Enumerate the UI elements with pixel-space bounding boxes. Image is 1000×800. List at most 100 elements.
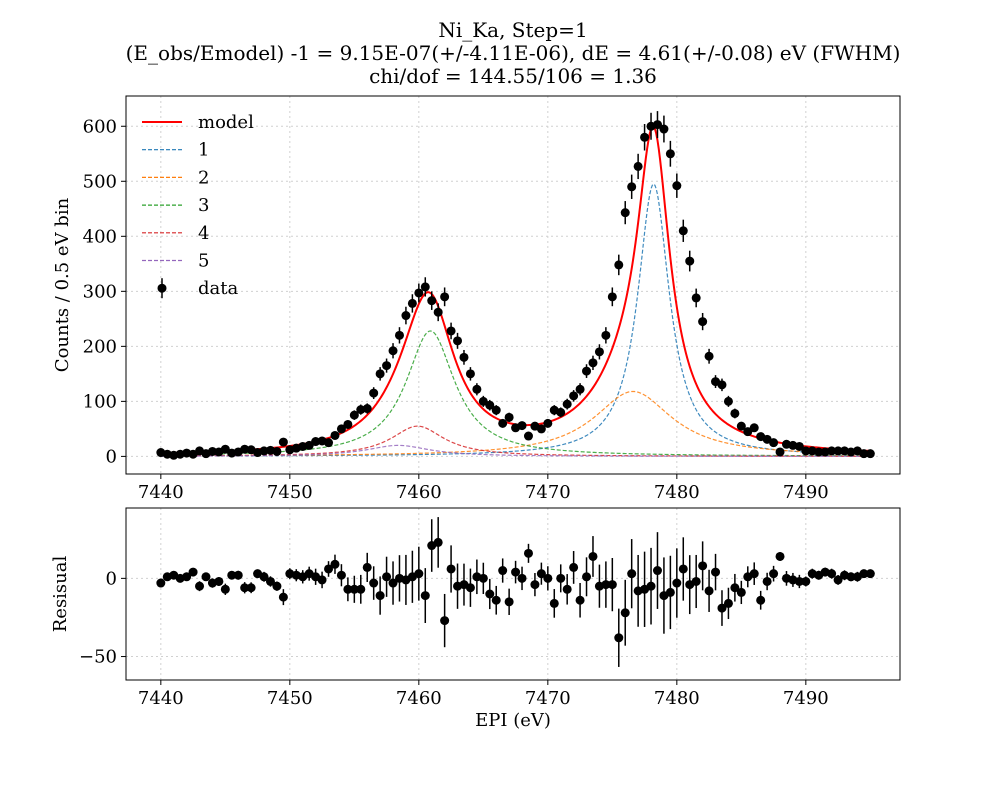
residual-point [388, 578, 398, 588]
residual-point [485, 589, 495, 599]
residual-x-ticks: 7440 7450 7460 7470 7480 7490 [138, 680, 829, 709]
residual-point [188, 567, 198, 577]
data-point [704, 351, 714, 361]
residual-point [259, 572, 269, 582]
chart-title: Ni_Ka, Step=1(E_obs/Emodel) -1 = 9.15E-0… [126, 18, 901, 88]
residual-point [536, 569, 546, 579]
residual-point [549, 598, 559, 608]
residual-y-axis-label: Resisual [50, 556, 71, 633]
residual-point [756, 595, 766, 605]
data-point [420, 282, 430, 292]
residual-point [272, 581, 282, 591]
residual-point [717, 603, 727, 613]
data-point [814, 447, 824, 457]
data-point [730, 408, 740, 418]
legend-label: 1 [198, 140, 209, 161]
residual-point [517, 573, 527, 583]
data-point [678, 226, 688, 236]
component-2-line [160, 390, 871, 457]
residual-point [730, 583, 740, 593]
data-point [801, 446, 811, 456]
residual-point [691, 576, 701, 586]
main-x-ticks: 7440 7450 7460 7470 7480 7490 [138, 474, 829, 503]
residual-point [491, 595, 501, 605]
data-point [259, 446, 269, 456]
residual-x-tick-label: 7480 [654, 688, 700, 709]
residual-point [652, 566, 662, 576]
component-3-line [160, 330, 871, 457]
residual-point [343, 584, 353, 594]
data-point [833, 446, 843, 456]
data-point [414, 288, 424, 298]
data-point [865, 449, 875, 459]
residual-point [575, 595, 585, 605]
data-point [498, 418, 508, 428]
residual-point [440, 616, 450, 626]
main-y-tick-label: 600 [83, 116, 117, 137]
residual-point [833, 575, 843, 585]
residual-point [614, 633, 624, 643]
residual-point [362, 562, 372, 572]
residual-point [530, 580, 540, 590]
data-point [369, 388, 379, 398]
residual-point [665, 587, 675, 597]
data-point [343, 419, 353, 429]
data-point [749, 423, 759, 433]
data-point [517, 421, 527, 431]
data-point [717, 380, 727, 390]
data-point [652, 120, 662, 130]
data-point [601, 330, 611, 340]
residual-x-axis-label: EPI (eV) [475, 710, 551, 731]
residual-point [736, 587, 746, 597]
main-x-tick-label: 7440 [138, 482, 184, 503]
residual-point [846, 572, 856, 582]
residual-point [543, 573, 553, 583]
residual-point [646, 581, 656, 591]
residual-point [801, 576, 811, 586]
residual-point [233, 570, 243, 580]
residual-x-tick-label: 7440 [138, 688, 184, 709]
data-point [427, 296, 437, 306]
residual-point [446, 564, 456, 574]
data-point [582, 366, 592, 376]
main-y-ticks: 0 100 200 300 400 500 600 [83, 116, 126, 467]
main-y-tick-label: 300 [83, 281, 117, 302]
legend-label: 2 [198, 167, 209, 188]
residual-point [278, 592, 288, 602]
residual-point [588, 551, 598, 561]
data-point [827, 446, 837, 456]
data-point [659, 124, 669, 134]
residual-point [523, 548, 533, 558]
main-y-tick-label: 100 [83, 391, 117, 412]
data-point [207, 446, 217, 456]
data-point [375, 369, 385, 379]
data-point [362, 404, 372, 414]
data-point [769, 438, 779, 448]
residual-point [369, 578, 379, 588]
residual-point [227, 570, 237, 580]
residual-point [762, 576, 772, 586]
data-point [614, 260, 624, 270]
data-point [672, 181, 682, 191]
main-y-tick-label: 400 [83, 226, 117, 247]
data-point [324, 438, 334, 448]
residual-point [511, 567, 521, 577]
residual-point [678, 564, 688, 574]
data-point [446, 326, 456, 336]
data-point [336, 424, 346, 434]
residual-point [627, 569, 637, 579]
data-point [272, 446, 282, 456]
residual-x-tick-label: 7490 [783, 688, 829, 709]
data-point [330, 430, 340, 440]
main-x-tick-label: 7480 [654, 482, 700, 503]
data-point [394, 330, 404, 340]
residual-point [156, 578, 166, 588]
residual-point [336, 570, 346, 580]
legend-data-swatch [157, 283, 167, 293]
residual-point [182, 572, 192, 582]
residual-point [620, 608, 630, 618]
residual-point [556, 573, 566, 583]
data-point [556, 407, 566, 417]
data-point [465, 369, 475, 379]
